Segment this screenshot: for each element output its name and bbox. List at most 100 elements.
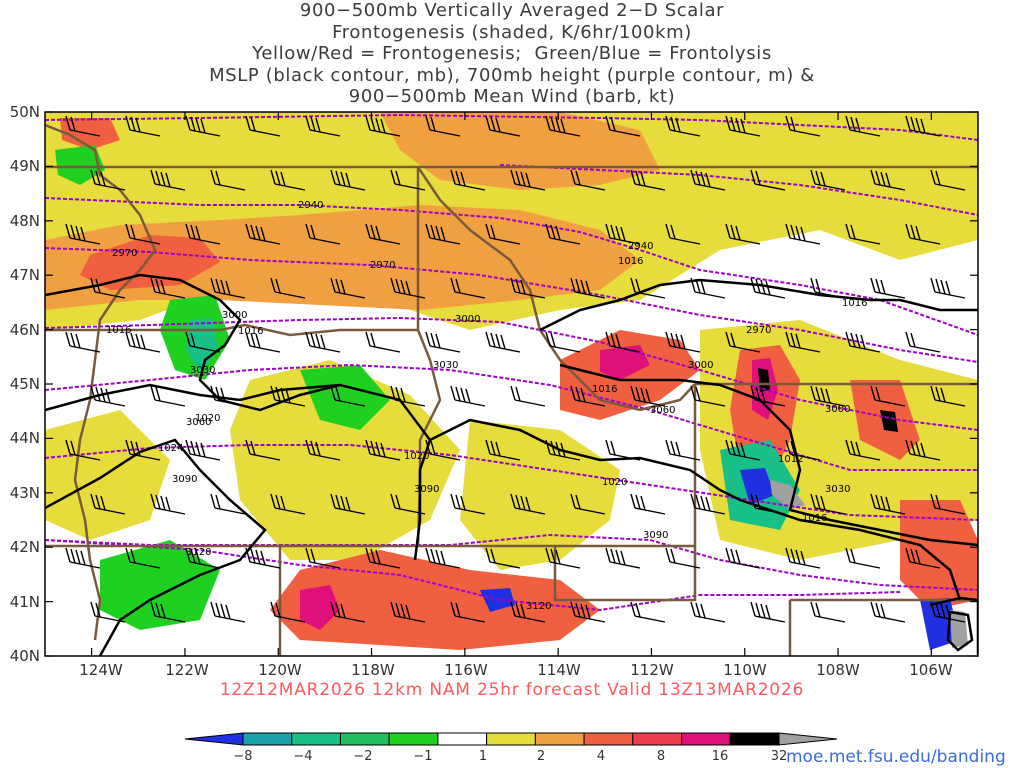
wind-barb: [245, 547, 281, 569]
wind-barb: [305, 115, 341, 137]
wind-barb: [545, 223, 581, 245]
source-credit-link[interactable]: moe.met.fsu.edu/banding: [786, 747, 1006, 767]
wind-barb: [390, 493, 426, 515]
wind-barb: [150, 385, 186, 407]
fgen-blue-wyoming: [740, 468, 775, 505]
wind-barb: [810, 277, 846, 299]
contour-labels: 2940 2940 2970 2970 2970 3000 3000 3000 …: [106, 200, 867, 612]
wind-barb: [365, 547, 401, 569]
wind-barb: [690, 493, 726, 515]
lat-label-40n: 40N: [10, 647, 40, 665]
wind-barb: [365, 439, 401, 461]
mslp-label-1016-mt: 1016: [618, 256, 643, 267]
wind-barb: [90, 277, 126, 299]
wind-barb: [605, 115, 641, 137]
wind-barb: [65, 439, 101, 461]
colorbar-swatch: [486, 732, 536, 746]
height-label-3090-nv: 3090: [172, 474, 197, 485]
height-label-2940-east: 2940: [628, 241, 653, 252]
wind-barb: [210, 277, 246, 299]
latitude-labels: 40N 41N 42N 43N 44N 45N 46N 47N 48N 49N …: [10, 103, 40, 665]
title-line-4: MSLP (black contour, mb), 700mb height (…: [209, 64, 815, 86]
wind-barb: [185, 439, 221, 461]
colorbar-swatch: [437, 732, 488, 746]
wind-barb: [330, 169, 366, 191]
wind-barb: [330, 601, 366, 623]
title-line-3: Yellow/Red = Frontogenesis; Green/Blue =…: [252, 43, 772, 64]
wind-barb: [425, 547, 461, 569]
wind-barb: [630, 493, 666, 515]
mslp-label-1020-id-e: 1020: [602, 477, 627, 488]
fgen-yellow-idaho-south: [460, 420, 620, 570]
wind-barb: [810, 493, 846, 515]
colorbar-max-triangle: [778, 732, 838, 746]
wind-barb: [785, 223, 821, 245]
wind-barb: [810, 169, 846, 191]
colorbar-label-neg1: −1: [413, 749, 432, 764]
mslp-label-1016-id: 1016: [592, 384, 617, 395]
wind-barb: [605, 223, 641, 245]
wind-barb: [390, 277, 426, 299]
wind-barb: [545, 547, 581, 569]
mslp-label-1012: 1012: [778, 454, 803, 465]
wind-barb: [725, 223, 761, 245]
lon-label-110w: 110W: [723, 661, 767, 679]
wind-barb: [185, 331, 221, 353]
height-label-2970-central: 2970: [370, 260, 395, 271]
wind-barb: [270, 385, 306, 407]
wind-barb: [330, 493, 366, 515]
lat-label-46n: 46N: [10, 321, 40, 339]
wind-barb: [485, 223, 521, 245]
fgen-yellow-nevada: [45, 410, 170, 540]
wind-barb: [65, 223, 101, 245]
wind-barb: [785, 547, 821, 569]
fgen-green-central: [300, 365, 390, 430]
colorbar-swatch: [242, 732, 293, 746]
wind-barb: [810, 601, 846, 623]
colorbar-swatch: [583, 732, 634, 746]
colorbar-swatch: [534, 732, 585, 746]
wind-barb: [545, 331, 581, 353]
wind-barb: [150, 277, 186, 299]
fgen-teal-patch-or: [186, 318, 218, 372]
wind-barb: [65, 331, 101, 353]
wind-barb: [905, 223, 941, 245]
wind-barb: [605, 547, 641, 569]
height-contour-2970: [45, 247, 978, 363]
wind-barb: [125, 331, 161, 353]
colorbar-labels: −8 −4 −2 −1 1 2 4 8 16 32: [233, 749, 787, 764]
colorbar-label-neg8: −8: [233, 749, 252, 764]
wind-barb: [125, 439, 161, 461]
wind-barb: [725, 439, 761, 461]
wind-barb: [270, 493, 306, 515]
colorbar-label-neg4: −4: [293, 749, 312, 764]
wind-barb: [570, 601, 606, 623]
coastline: [45, 123, 157, 641]
border-ut-wy: [553, 546, 697, 602]
lat-label-45n: 45N: [10, 375, 40, 393]
chart-title-block: 900−500mb Vertically Averaged 2−D Scalar…: [0, 0, 1024, 108]
wind-barb: [665, 439, 701, 461]
wind-barb: [390, 385, 426, 407]
wind-barb: [630, 277, 666, 299]
lon-label-122w: 122W: [165, 661, 209, 679]
mslp-label-1020-or: 1020: [195, 413, 220, 424]
wind-barb: [185, 223, 221, 245]
wind-barb: [210, 493, 246, 515]
wind-barb: [450, 493, 486, 515]
colorbar-label-4: 4: [597, 749, 605, 764]
wind-barb: [485, 115, 521, 137]
wind-barb: [930, 493, 966, 515]
fgen-magenta-utah: [300, 585, 340, 630]
wind-barb: [210, 601, 246, 623]
wind-barb: [305, 223, 341, 245]
wind-barb: [65, 547, 101, 569]
wind-barb: [245, 223, 281, 245]
lon-label-120w: 120W: [258, 661, 302, 679]
mslp-contour-1016-e: [539, 278, 978, 332]
mslp-contour-1020: [45, 383, 341, 412]
colorbar-label-2: 2: [537, 749, 545, 764]
mslp-contours: [45, 273, 978, 656]
wind-barb: [750, 169, 786, 191]
